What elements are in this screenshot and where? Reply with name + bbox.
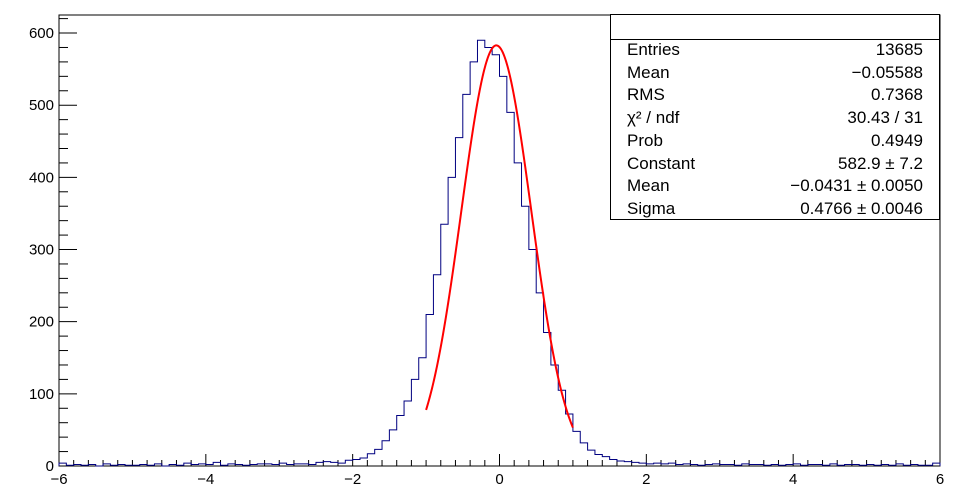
- histogram-bin: [500, 76, 507, 466]
- y-tick-label: 500: [29, 97, 54, 114]
- x-tick-label: 0: [495, 471, 503, 488]
- histogram-bin: [404, 401, 411, 466]
- histogram-bin: [411, 379, 418, 466]
- histogram-bin: [602, 457, 609, 466]
- stats-label: RMS: [627, 85, 665, 105]
- x-tick-label: −2: [344, 471, 361, 488]
- y-tick-label: 300: [29, 242, 54, 259]
- histogram-outline: [58, 39, 941, 467]
- histogram-bin: [213, 462, 220, 466]
- histogram-bin: [477, 40, 484, 466]
- stats-value: 30.43 / 31: [847, 108, 923, 128]
- stats-value: 0.4949: [871, 130, 923, 150]
- x-tick-label: 6: [936, 471, 944, 488]
- histogram-bin: [507, 112, 514, 466]
- histogram-bin: [632, 462, 639, 466]
- x-axis: −6 −4 −2 0 2 4 6: [50, 454, 944, 488]
- histogram-bin: [331, 462, 338, 466]
- histogram-bin: [588, 450, 595, 466]
- stats-label: Constant: [627, 153, 696, 173]
- histogram-bin: [573, 431, 580, 466]
- x-tick-label: −6: [50, 471, 67, 488]
- histogram-bin: [580, 443, 587, 466]
- stats-label: Prob: [627, 130, 663, 150]
- histogram-bin: [360, 458, 367, 466]
- histogram-bin: [397, 415, 404, 466]
- histogram-bin: [389, 430, 396, 466]
- y-axis: 0 100 200 300 400 500 600: [29, 18, 77, 475]
- stats-value: −0.0431 ± 0.0050: [790, 176, 923, 196]
- stats-row: Constant 582.9 ± 7.2: [611, 153, 939, 176]
- histogram-bin: [551, 365, 558, 466]
- histogram-bin: [316, 462, 323, 466]
- stats-label: Sigma: [627, 198, 676, 218]
- stats-value: 0.4766 ± 0.0046: [800, 198, 923, 218]
- y-tick-label: 100: [29, 386, 54, 403]
- histogram-bin: [617, 461, 624, 466]
- stats-box-title: [611, 15, 939, 40]
- histogram-bin: [345, 460, 352, 466]
- stats-value: 13685: [875, 40, 923, 59]
- histogram-bin: [485, 47, 492, 466]
- stats-box: Entries 13685 Mean −0.05588 RMS 0.7368 χ² / nd…: [610, 14, 940, 220]
- stats-row: Mean −0.05588: [611, 62, 939, 85]
- y-tick-label: 600: [29, 25, 54, 42]
- histogram-bin: [536, 293, 543, 466]
- stats-label: Entries: [627, 40, 680, 59]
- histogram-bin: [367, 454, 374, 466]
- histogram-bin: [529, 250, 536, 466]
- x-tick-label: 4: [789, 471, 797, 488]
- histogram-bin: [624, 462, 631, 466]
- stats-value: 582.9 ± 7.2: [838, 153, 923, 173]
- histogram-bin: [522, 206, 529, 466]
- stats-row: RMS 0.7368: [611, 84, 939, 107]
- x-tick-label: 2: [642, 471, 650, 488]
- histogram-bin: [514, 163, 521, 466]
- histogram-bin: [382, 441, 389, 466]
- stats-row: Prob 0.4949: [611, 130, 939, 153]
- gaussian-fit: [425, 44, 574, 429]
- stats-row: Entries 13685: [611, 39, 939, 62]
- stats-row: Sigma 0.4766 ± 0.0046: [611, 198, 939, 221]
- histogram-bin: [544, 333, 551, 466]
- y-tick-label: 0: [46, 458, 54, 475]
- y-tick-label: 200: [29, 314, 54, 331]
- stats-value: −0.05588: [851, 62, 923, 82]
- histogram-bin: [455, 138, 462, 466]
- histogram-bin: [566, 414, 573, 466]
- histogram-bin: [492, 55, 499, 466]
- histogram-bin: [448, 177, 455, 466]
- stats-value: 0.7368: [871, 85, 923, 105]
- histogram-bins: [58, 39, 941, 467]
- histogram-bin: [375, 449, 382, 466]
- stats-label: Mean: [627, 176, 670, 196]
- histogram-bin: [610, 460, 617, 466]
- y-tick-label: 400: [29, 169, 54, 186]
- x-tick-label: −4: [197, 471, 214, 488]
- histogram-bin: [595, 454, 602, 466]
- stats-label: χ² / ndf: [627, 108, 680, 128]
- stats-label: Mean: [627, 62, 670, 82]
- histogram-bin: [323, 462, 330, 466]
- histogram-bin: [353, 460, 360, 466]
- stats-row: Mean −0.0431 ± 0.0050: [611, 175, 939, 198]
- histogram-bin: [419, 358, 426, 466]
- fit-curve: [425, 44, 574, 429]
- stats-row: χ² / ndf 30.43 / 31: [611, 107, 939, 130]
